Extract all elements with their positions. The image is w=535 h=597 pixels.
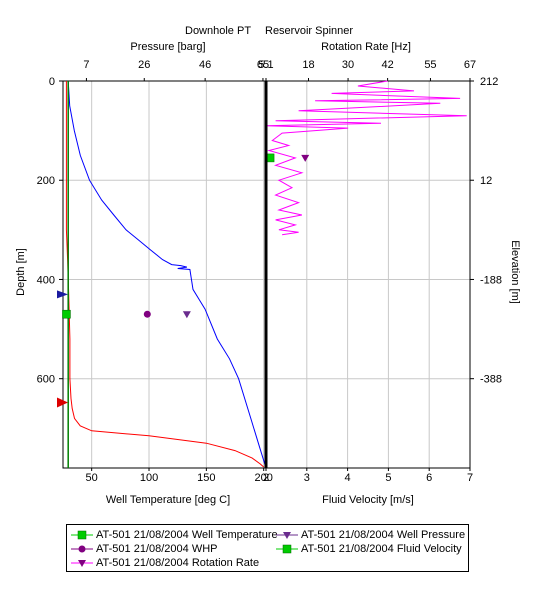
x-bottom-tick-label: 200	[255, 472, 273, 484]
chart-canvas: Downhole PT Reservoir Spinner Pressure […	[15, 25, 521, 506]
x-bottom-tick-label: 3	[304, 472, 310, 484]
y-right-tick-label: -188	[480, 274, 502, 286]
right-top-axis-label: Rotation Rate [Hz]	[321, 41, 411, 53]
y-left-tick-label: 0	[49, 76, 55, 88]
x-bottom-tick-label: 6	[426, 472, 432, 484]
y-left-tick-label: 400	[37, 274, 55, 286]
x-bottom-tick-label: 4	[345, 472, 351, 484]
square-marker-icon	[71, 530, 93, 540]
legend-label: AT-501 21/08/2004 Well Temperature	[96, 529, 278, 541]
triangle-marker-icon	[276, 530, 298, 540]
x-top-tick-label: 55	[424, 59, 436, 71]
y-right-tick-label: 12	[480, 175, 492, 187]
x-top-tick-label: 26	[138, 59, 150, 71]
x-top-tick-label: 7	[83, 59, 89, 71]
legend-label: AT-501 21/08/2004 Rotation Rate	[96, 557, 260, 569]
right-bottom-axis-label: Fluid Velocity [m/s]	[322, 494, 414, 506]
legend-item-well-temperature: AT-501 21/08/2004 Well Temperature	[71, 529, 278, 541]
legend-item-fluid-velocity: AT-501 21/08/2004 Fluid Velocity	[276, 543, 462, 555]
x-bottom-tick-label: 5	[385, 472, 391, 484]
red-flag-marker	[57, 397, 68, 408]
x-bottom-tick-label: 2	[263, 472, 269, 484]
y-right-tick-label: 212	[480, 76, 498, 88]
x-bottom-tick-label: 100	[140, 472, 158, 484]
blue-flag-marker	[57, 290, 68, 299]
x-top-tick-label: 30	[342, 59, 354, 71]
legend-label: AT-501 21/08/2004 WHP	[96, 543, 218, 555]
legend-label: AT-501 21/08/2004 Well Pressure	[301, 529, 466, 541]
x-top-tick-label: 46	[199, 59, 211, 71]
y-left-tick-label: 200	[37, 175, 55, 187]
plot-frame	[62, 80, 267, 469]
x-top-tick-label: 67	[464, 59, 476, 71]
circle-marker-icon	[71, 544, 93, 554]
plot-frame	[265, 80, 471, 469]
x-bottom-tick-label: 7	[467, 472, 473, 484]
triangle-marker	[301, 154, 310, 162]
left-y-axis-label: Depth [m]	[15, 248, 27, 296]
triangle-marker	[182, 311, 191, 319]
square-marker-icon	[276, 544, 298, 554]
series-line	[65, 81, 265, 468]
x-top-tick-label: 18	[302, 59, 314, 71]
left-top-axis-label: Pressure [barg]	[130, 41, 205, 53]
x-bottom-tick-label: 50	[86, 472, 98, 484]
legend-label: AT-501 21/08/2004 Fluid Velocity	[301, 543, 462, 555]
x-top-tick-label: 42	[381, 59, 393, 71]
legend-item-whp: AT-501 21/08/2004 WHP	[71, 543, 217, 555]
x-top-tick-label: 65	[257, 59, 269, 71]
right-y-axis-label: Elevation [m]	[509, 240, 521, 304]
y-left-tick-label: 600	[37, 374, 55, 386]
square-marker	[62, 309, 71, 319]
x-bottom-tick-label: 150	[197, 472, 215, 484]
x-top-tick-label: 5.1	[258, 59, 273, 71]
series-line	[67, 80, 267, 469]
legend: AT-501 21/08/2004 Well Temperature AT-50…	[66, 524, 469, 572]
left-chart-title: Downhole PT	[185, 25, 251, 37]
circle-marker	[143, 310, 151, 318]
legend-item-rotation-rate: AT-501 21/08/2004 Rotation Rate	[71, 557, 259, 569]
legend-item-well-pressure: AT-501 21/08/2004 Well Pressure	[276, 529, 465, 541]
left-bottom-axis-label: Well Temperature [deg C]	[106, 494, 230, 506]
series-line	[265, 80, 467, 236]
triangle-marker-icon	[71, 558, 93, 568]
y-right-tick-label: -388	[480, 374, 502, 386]
right-chart-title: Reservoir Spinner	[265, 25, 353, 37]
